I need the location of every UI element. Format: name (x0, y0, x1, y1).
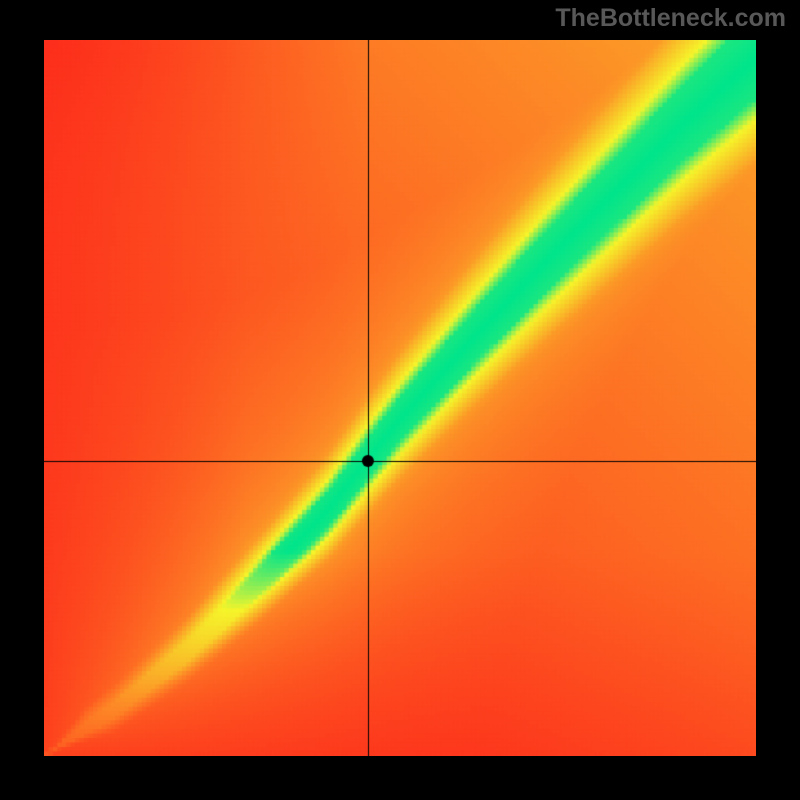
chart-container: TheBottleneck.com (0, 0, 800, 800)
watermark-text: TheBottleneck.com (555, 4, 786, 33)
heatmap-canvas (44, 40, 756, 756)
